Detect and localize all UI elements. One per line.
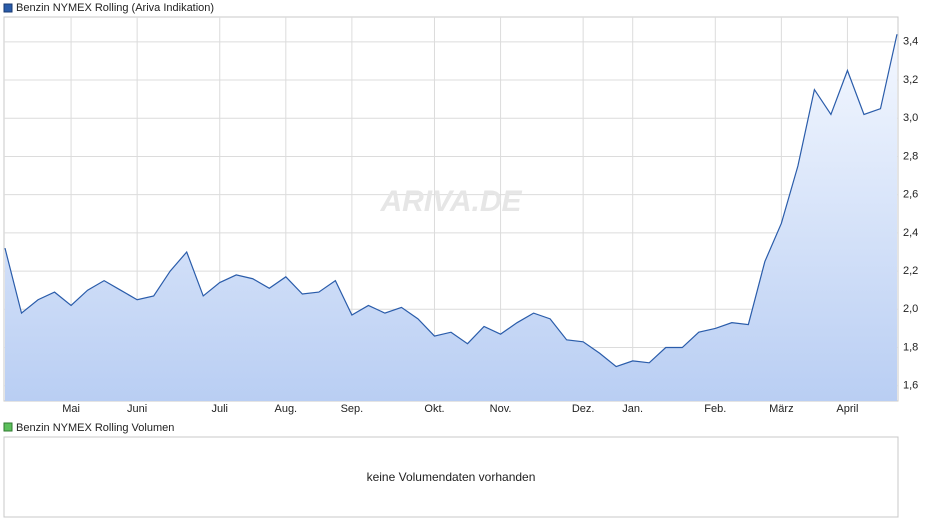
y-tick-label: 1,6 [903,380,918,392]
volume-frame [3,436,899,518]
x-tick-label: Okt. [424,403,444,415]
x-tick-label: Sep. [341,403,364,415]
x-tick-label: Juni [127,403,147,415]
legend-swatch [3,3,13,13]
x-tick-label: Aug. [274,403,297,415]
x-tick-label: Mai [62,403,80,415]
x-tick-label: Jan. [622,403,643,415]
x-tick-label: Nov. [490,403,512,415]
watermark: ARIVA.DE [379,185,522,218]
x-tick-label: Dez. [572,403,595,415]
x-tick-label: Juli [211,403,228,415]
x-tick-label: Feb. [704,403,726,415]
volume-message: keine Volumendaten vorhanden [367,470,536,484]
y-tick-label: 2,4 [903,227,918,239]
y-tick-label: 2,0 [903,303,918,315]
line [4,34,898,368]
y-tick-label: 3,2 [903,74,918,86]
volume-legend-label: Benzin NYMEX Rolling Volumen [16,422,174,434]
y-tick-label: 1,8 [903,341,918,353]
y-tick-label: 2,8 [903,150,918,162]
y-tick-label: 3,4 [903,36,918,48]
area [5,34,897,401]
x-tick-label: März [769,403,793,415]
legend-label: Benzin NYMEX Rolling (Ariva Indikation) [16,2,214,14]
y-tick-label: 2,2 [903,265,918,277]
y-tick-label: 3,0 [903,112,918,124]
x-tick-label: April [836,403,858,415]
y-tick-label: 2,6 [903,189,918,201]
volume-legend-swatch [3,422,13,432]
